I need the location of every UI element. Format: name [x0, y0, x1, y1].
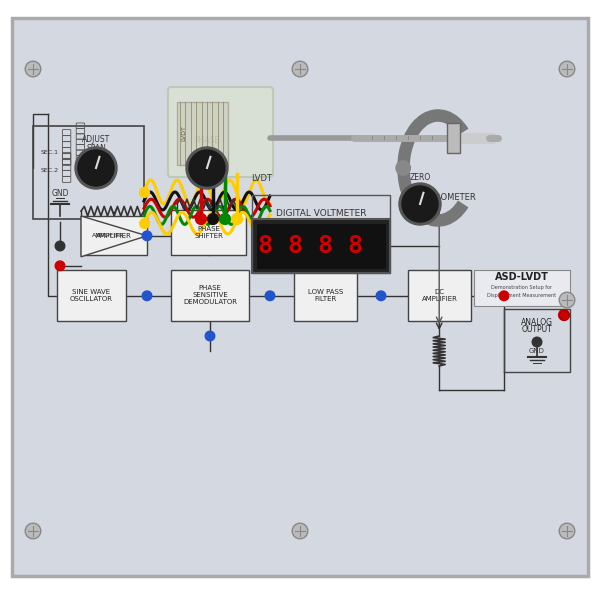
Circle shape	[292, 61, 308, 77]
Text: 8: 8	[318, 234, 333, 258]
Circle shape	[220, 214, 230, 224]
Circle shape	[186, 147, 228, 189]
Bar	[447, 123, 460, 153]
Bar	[294, 270, 357, 321]
Circle shape	[499, 291, 509, 301]
Bar	[57, 270, 126, 321]
Text: DC
AMPLIFIER: DC AMPLIFIER	[422, 289, 457, 302]
Circle shape	[559, 61, 575, 77]
Bar	[33, 126, 144, 219]
Text: SPAN: SPAN	[86, 150, 106, 159]
Circle shape	[205, 331, 215, 341]
Text: LVDT: LVDT	[251, 174, 272, 183]
Text: GND: GND	[529, 348, 545, 354]
Text: MICROMETER: MICROMETER	[419, 193, 475, 202]
FancyBboxPatch shape	[168, 87, 273, 177]
Circle shape	[376, 291, 386, 301]
Bar	[177, 102, 228, 165]
Circle shape	[559, 310, 569, 320]
Circle shape	[265, 291, 275, 301]
Text: 8: 8	[258, 234, 272, 258]
Text: PRI.: PRI.	[89, 151, 101, 155]
Bar	[408, 270, 471, 321]
Circle shape	[559, 292, 575, 308]
Text: LVDT: LVDT	[181, 125, 186, 141]
Circle shape	[402, 186, 438, 222]
Text: ZERO: ZERO	[409, 173, 431, 182]
Text: AMPLIFIER: AMPLIFIER	[96, 233, 132, 239]
Text: PHASE: PHASE	[194, 136, 220, 145]
Text: ADJUST: ADJUST	[193, 151, 221, 160]
Circle shape	[532, 337, 542, 347]
Circle shape	[396, 161, 410, 175]
Circle shape	[75, 147, 117, 189]
Text: Displacement Measurement: Displacement Measurement	[487, 293, 557, 298]
Text: PHASE
SHIFTER: PHASE SHIFTER	[194, 226, 223, 239]
Circle shape	[142, 231, 152, 241]
Polygon shape	[81, 216, 147, 257]
Text: ASD-LVDT: ASD-LVDT	[495, 272, 549, 282]
Circle shape	[292, 523, 308, 539]
Text: ADJUST: ADJUST	[406, 188, 434, 197]
Circle shape	[25, 61, 41, 77]
Text: GND: GND	[51, 188, 69, 197]
Circle shape	[78, 150, 114, 186]
Text: AMPLIFIER: AMPLIFIER	[92, 233, 124, 238]
Text: SPAN: SPAN	[86, 144, 106, 153]
Bar	[504, 309, 570, 372]
Circle shape	[25, 523, 41, 539]
Text: 8: 8	[348, 234, 363, 258]
Circle shape	[559, 523, 575, 539]
Bar	[81, 216, 147, 255]
Circle shape	[55, 261, 65, 271]
Circle shape	[196, 214, 206, 224]
Text: 8: 8	[288, 234, 303, 258]
Text: PHASE
SENSITIVE
DEMODULATOR: PHASE SENSITIVE DEMODULATOR	[183, 286, 237, 305]
Bar	[252, 219, 390, 273]
Text: OUTPUT: OUTPUT	[521, 325, 553, 335]
Bar	[252, 195, 390, 273]
Text: ADJUST: ADJUST	[82, 135, 110, 144]
Bar	[171, 270, 249, 321]
Bar	[257, 224, 386, 269]
Circle shape	[232, 214, 242, 224]
Text: SINE WAVE
OSCILLATOR: SINE WAVE OSCILLATOR	[70, 289, 113, 302]
Text: SPAN: SPAN	[94, 142, 98, 143]
Text: SEC.2: SEC.2	[41, 169, 59, 173]
Text: SEC.1: SEC.1	[41, 151, 59, 155]
Text: LOW PASS
FILTER: LOW PASS FILTER	[308, 289, 343, 302]
Circle shape	[55, 241, 65, 251]
Bar	[171, 210, 246, 255]
Circle shape	[142, 291, 152, 301]
Text: Demonstration Setup for: Demonstration Setup for	[491, 286, 553, 290]
Text: ANALOG: ANALOG	[521, 318, 553, 328]
Text: DIGITAL VOLTMETER: DIGITAL VOLTMETER	[276, 208, 366, 217]
Bar	[474, 270, 570, 306]
Circle shape	[189, 150, 225, 186]
Circle shape	[208, 214, 218, 224]
Circle shape	[399, 183, 441, 225]
